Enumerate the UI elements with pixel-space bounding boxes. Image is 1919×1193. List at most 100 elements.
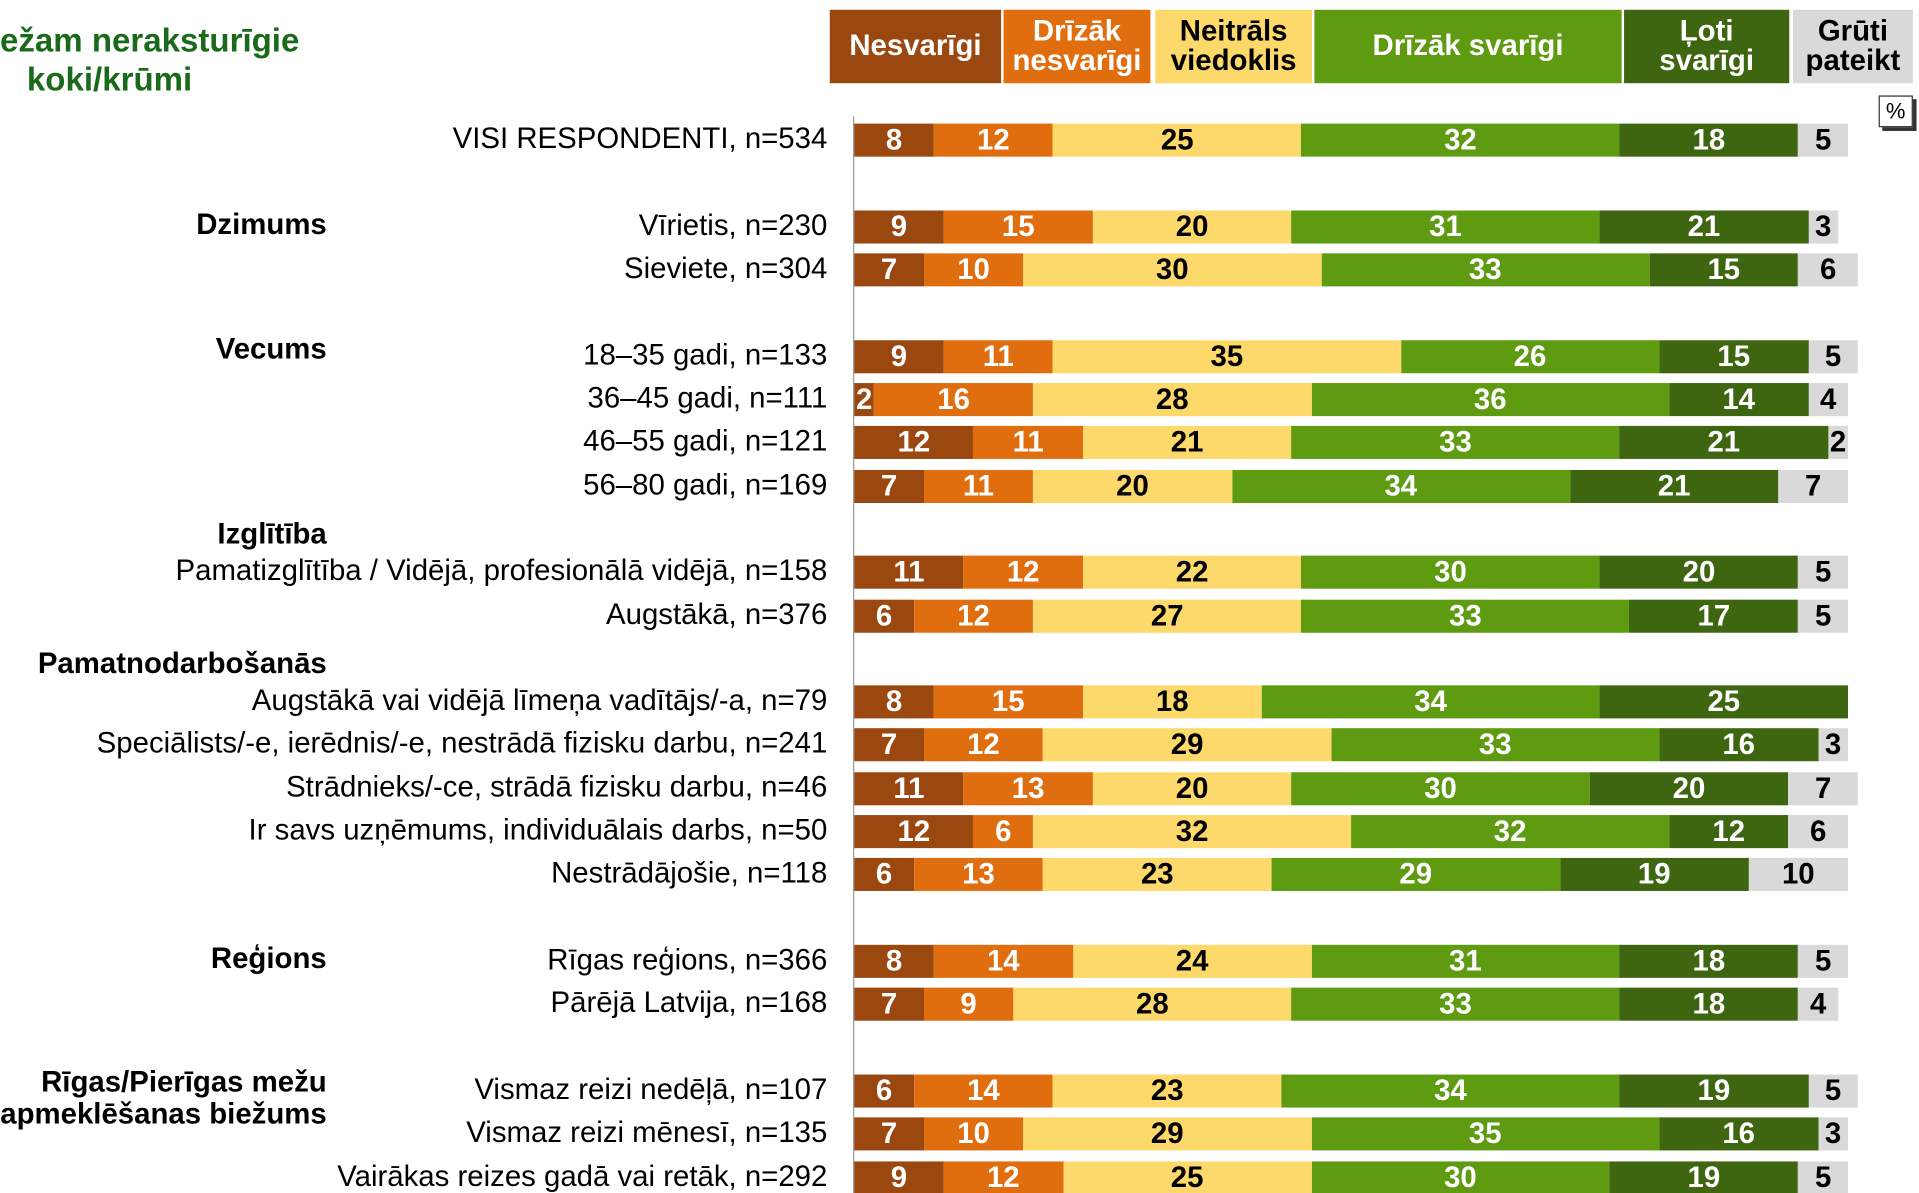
data-label: 23 [1140,857,1174,891]
data-label: 34 [1384,469,1418,503]
data-label: 4 [1809,987,1827,1021]
bar-segment [1301,122,1620,157]
data-label: 30 [1444,1160,1477,1193]
legend-item: Nesvarīgi [829,9,1002,84]
data-label: 18 [1692,122,1726,157]
data-label: 36 [1473,382,1507,416]
data-label: 20 [1175,209,1209,243]
bar-segment [1082,684,1262,718]
legend-item: Drīzāk nesvarīgi [1003,9,1151,84]
bar-segment [1023,252,1322,286]
data-label: 14 [986,944,1020,978]
group-label: Rīgas/Pierīgas mežu apmeklēšanas biežums [0,1065,327,1131]
bar-segment [854,252,924,286]
data-label: 10 [957,252,990,286]
data-label: 32 [1493,814,1527,848]
bar-segment [1828,425,1848,459]
data-label: 13 [962,857,995,891]
data-label: 18 [1692,944,1726,978]
data-label: 6 [1819,252,1837,286]
data-label: 10 [1781,857,1815,891]
data-label: 7 [880,469,898,503]
data-label: 5 [1814,1160,1832,1193]
bar-segment [913,857,1044,891]
data-label: 9 [960,987,977,1021]
data-label: 12 [1712,814,1746,848]
bar-segment [1291,987,1620,1021]
data-label: 6 [875,1073,893,1107]
data-label: 33 [1468,252,1502,286]
data-label: 10 [957,1116,990,1150]
bar-segment [923,469,1034,503]
bar-segment [1609,1160,1799,1193]
bar-segment [913,599,1034,633]
data-label: 25 [1160,122,1194,157]
data-label: 25 [1170,1160,1204,1193]
bar-segment [1043,727,1332,761]
bar-segment [1619,944,1799,978]
row-label: 36–45 gadi, n=111 [587,381,828,415]
bar-segment [854,209,944,243]
bar-segment [933,122,1053,157]
bar-segment [854,425,974,459]
bar-segment [1798,599,1848,633]
data-label: 9 [890,1160,908,1193]
data-label: 12 [957,599,990,633]
data-label: 11 [893,555,925,589]
data-label: 25 [1707,684,1741,718]
bar-segment [1798,555,1848,589]
bar-segment [1092,209,1292,243]
bar-segment [1261,684,1600,718]
data-label: 17 [1697,599,1731,633]
bar-segment [1818,727,1848,761]
data-label: 7 [1814,771,1832,805]
bar-segment [854,857,914,891]
data-label: 34 [1434,1073,1467,1107]
data-label: 15 [991,684,1025,718]
row-label: Augstākā, n=376 [606,598,828,632]
data-label: 12 [897,425,931,459]
bar-segment [854,1073,914,1107]
data-label: 15 [1001,209,1035,243]
bar-segment [1311,944,1620,978]
group-label: Izglītība [217,517,327,551]
data-label: 7 [880,1116,898,1150]
bar-segment [1301,599,1630,633]
data-label: 8 [885,684,903,718]
data-label: 12 [967,727,1000,761]
bar-segment [1072,944,1312,978]
bar-segment [1311,1160,1610,1193]
bar-segment [1082,425,1292,459]
chart-title: koki/krūmi [26,61,193,98]
bar-segment [1589,771,1789,805]
bar-segment [1619,1073,1809,1107]
data-label: 14 [1722,382,1756,416]
bar-segment [1351,814,1670,848]
row-label: Strādnieks/-ce, strādā fizisku darbu, n=… [286,771,828,805]
bar-segment [1619,425,1829,459]
data-label: 16 [1722,727,1756,761]
bar-segment [1033,469,1232,503]
bar-segment [1788,771,1858,805]
bar-segment [1669,814,1789,848]
row-label: Pārējā Latvija, n=168 [550,986,828,1020]
bar-segment [1669,382,1809,416]
data-label: 5 [1824,1073,1842,1107]
bar-segment [1062,1160,1312,1193]
data-label: 32 [1175,814,1209,848]
bar-segment [1092,771,1292,805]
bar-segment [1400,339,1660,373]
bar-segment [854,814,974,848]
bar-segment [854,1160,944,1193]
data-label: 22 [1175,555,1209,589]
data-label: 5 [1814,122,1832,157]
bar-segment [854,555,964,589]
data-label: 4 [1819,382,1837,416]
bar-segment [1619,987,1799,1021]
bar-segment [1599,684,1849,718]
legend-item: Grūti pateikt [1792,9,1913,84]
data-label: 11 [982,339,1014,373]
bar-segment [1659,339,1809,373]
data-label: 6 [995,814,1012,848]
